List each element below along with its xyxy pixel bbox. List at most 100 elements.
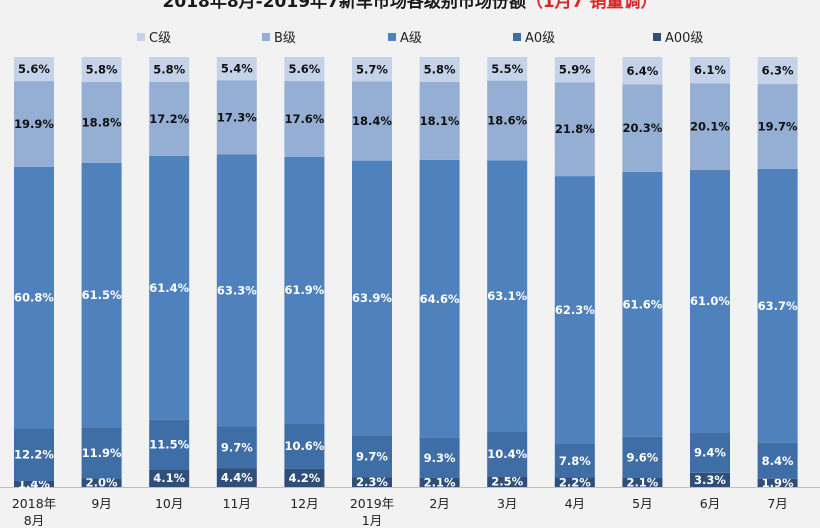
legend-label-c: C级 xyxy=(149,31,172,46)
data-label: 61.5% xyxy=(82,288,122,302)
data-label: 2.1% xyxy=(626,475,658,489)
bar-segment xyxy=(81,81,122,163)
data-label: 9.4% xyxy=(694,446,726,460)
data-label: 5.7% xyxy=(356,62,388,76)
data-label: 61.4% xyxy=(149,281,189,295)
x-tick-label: 4月 xyxy=(565,496,585,511)
bar-segment xyxy=(284,423,325,469)
bar-segment xyxy=(419,477,460,487)
data-label: 17.3% xyxy=(217,110,257,124)
bar-segment xyxy=(216,80,257,155)
bar-segment xyxy=(622,57,663,85)
bar-segment xyxy=(352,160,392,436)
bar-segment xyxy=(690,432,730,473)
data-label: 4.4% xyxy=(221,471,253,485)
legend-item-a00: A00级 xyxy=(653,27,703,46)
x-tick-label: 2018年 8月 xyxy=(12,496,56,528)
data-label: 61.9% xyxy=(284,283,324,297)
data-label: 5.8% xyxy=(86,62,118,76)
bar-segment xyxy=(690,169,730,433)
data-label: 4.1% xyxy=(153,471,185,485)
bar-segment xyxy=(554,477,595,487)
data-label: 60.8% xyxy=(14,291,54,305)
x-tick-label: 11月 xyxy=(223,496,251,511)
legend-label-a00: A00级 xyxy=(665,31,704,46)
x-tick-label: 6月 xyxy=(700,496,720,511)
bar-segment xyxy=(622,171,663,437)
data-label: 5.8% xyxy=(153,62,185,76)
data-label: 19.7% xyxy=(758,119,798,133)
bar-segment xyxy=(419,437,460,478)
chart-title-suffix: （1月7 销量调） xyxy=(525,0,658,12)
data-label: 61.6% xyxy=(622,297,662,311)
data-label: 21.8% xyxy=(555,122,595,136)
bar-segment xyxy=(284,156,325,424)
data-label: 3.3% xyxy=(694,473,726,487)
data-label: 2.0% xyxy=(86,476,118,490)
bar-segment xyxy=(149,419,190,470)
data-label: 9.6% xyxy=(626,450,658,464)
bar-segment xyxy=(487,431,528,477)
bar-segment xyxy=(757,84,798,169)
legend-item-c: C级 xyxy=(137,27,171,46)
bar-segment xyxy=(622,436,663,478)
data-label: 8.4% xyxy=(762,454,794,468)
legend-item-b: B级 xyxy=(262,27,296,46)
data-label: 5.9% xyxy=(559,63,591,77)
chart-title-main: 2018年8月-2019年7新车市场各级别市场份额 xyxy=(162,0,526,12)
data-label: 62.3% xyxy=(555,303,595,317)
data-label: 6.4% xyxy=(626,64,658,78)
data-label: 2.1% xyxy=(424,475,456,489)
bar-segment xyxy=(14,166,54,429)
x-tick-label: 12月 xyxy=(290,496,318,511)
bar-segment xyxy=(757,168,798,443)
data-label: 9.3% xyxy=(424,451,456,465)
bar-segment xyxy=(149,155,190,420)
bar-segment xyxy=(487,57,528,81)
data-label: 18.4% xyxy=(352,114,392,128)
data-label: 61.0% xyxy=(690,294,730,308)
data-label: 2.5% xyxy=(491,475,523,489)
data-label: 5.5% xyxy=(491,62,523,76)
bar-segment xyxy=(690,57,730,84)
bar-segment xyxy=(81,162,122,428)
data-label: 12.2% xyxy=(14,448,54,462)
data-label: 4.2% xyxy=(288,471,320,485)
bar-segment xyxy=(554,57,595,83)
bar-segment xyxy=(149,81,190,156)
data-label: 20.3% xyxy=(622,121,662,135)
bar-segment xyxy=(352,477,392,487)
bar-segment xyxy=(757,57,798,85)
bar-segment xyxy=(14,81,54,167)
data-label: 1.9% xyxy=(762,476,794,490)
data-label: 5.6% xyxy=(18,62,50,76)
bar-segment xyxy=(352,57,392,82)
data-label: 10.4% xyxy=(487,447,527,461)
bar-segment xyxy=(554,82,595,177)
bar-segment xyxy=(352,435,392,478)
bar-segment xyxy=(622,477,663,487)
bar-segment xyxy=(14,57,54,82)
data-label: 6.1% xyxy=(694,63,726,77)
data-label: 63.1% xyxy=(487,289,527,303)
bar-segment xyxy=(622,84,663,172)
data-label: 63.3% xyxy=(217,283,257,297)
legend: C级 B级 A级 A0级 A00级 xyxy=(0,27,820,46)
bar-segment xyxy=(81,57,122,82)
bar-segment xyxy=(757,478,798,487)
x-tick-label: 9月 xyxy=(91,496,111,511)
bar-segment xyxy=(149,469,190,487)
legend-label-a: A级 xyxy=(400,31,422,46)
bar-segment xyxy=(554,444,595,478)
data-label: 19.9% xyxy=(14,117,54,131)
bar-segment xyxy=(149,57,190,82)
bar-segment xyxy=(216,57,257,81)
legend-item-a: A级 xyxy=(388,27,422,46)
bar-segment xyxy=(419,57,460,82)
bar-segment xyxy=(419,81,460,160)
data-label: 6.3% xyxy=(762,64,794,78)
x-tick-label: 7月 xyxy=(767,496,787,511)
data-label: 17.6% xyxy=(284,112,324,126)
